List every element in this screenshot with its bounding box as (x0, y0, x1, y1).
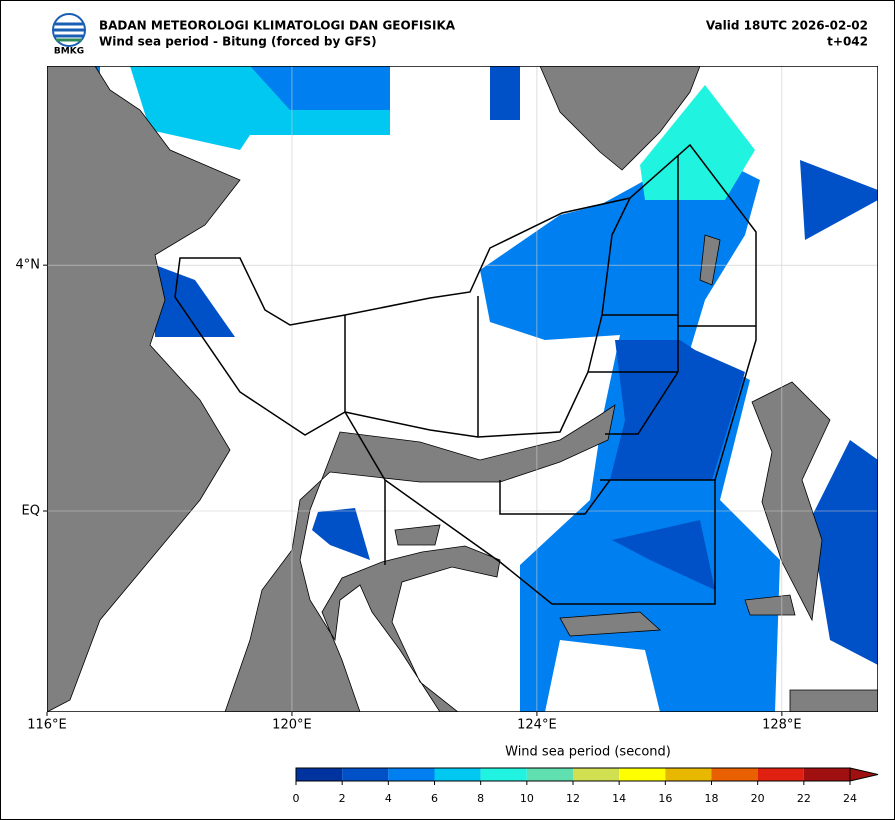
colorbar: 0 2 4 6 8 10 12 14 16 18 20 22 24 (293, 767, 879, 805)
land (47, 66, 878, 712)
map (47, 66, 878, 712)
colorbar-tick-label: 24 (843, 792, 857, 805)
colorbar-segment (342, 768, 389, 781)
x-tick-label: 120°E (272, 718, 312, 733)
colorbar-tick-label: 14 (612, 792, 626, 805)
product: Wind sea period - Bitung (forced by GFS) (99, 35, 377, 49)
sea-field (50, 66, 878, 712)
valid-time: Valid 18UTC 2026-02-02 (706, 19, 868, 33)
colorbar-tick-label: 16 (658, 792, 672, 805)
colorbar-segment (480, 768, 527, 781)
y-tick-label: 4°N (16, 258, 41, 273)
colorbar-tick-label: 12 (566, 792, 580, 805)
x-tick-label: 124°E (517, 718, 557, 733)
colorbar-segment (296, 768, 343, 781)
colorbar-tick-label: 10 (520, 792, 534, 805)
agency: BADAN METEOROLOGI KLIMATOLOGI DAN GEOFIS… (99, 19, 456, 33)
y-tick-label: EQ (22, 504, 40, 519)
colorbar-segment (573, 768, 620, 781)
colorbar-segment (619, 768, 666, 781)
zone-boundaries (174, 143, 757, 605)
colorbar-segment (711, 768, 758, 781)
x-tick-label: 128°E (762, 718, 802, 733)
colorbar-tick-label: 2 (339, 792, 346, 805)
colorbar-tick-label: 0 (293, 792, 300, 805)
colorbar-tick-label: 18 (705, 792, 719, 805)
colorbar-tick-label: 4 (385, 792, 392, 805)
colorbar-tick-label: 8 (477, 792, 484, 805)
grid (47, 66, 878, 712)
colorbar-segment (388, 768, 435, 781)
colorbar-segment (757, 768, 804, 781)
logo-text: BMKG (54, 47, 84, 57)
colorbar-tick-label: 20 (751, 792, 765, 805)
lead-time: t+042 (827, 35, 868, 49)
colorbar-segment (526, 768, 573, 781)
colorbar-tick-label: 22 (797, 792, 811, 805)
colorbar-segment (803, 768, 850, 781)
logo: BMKG (52, 13, 86, 57)
colorbar-segment (434, 768, 481, 781)
colorbar-tick-label: 6 (431, 792, 438, 805)
colorbar-segment (665, 768, 712, 781)
x-tick-label: 116°E (27, 718, 67, 733)
axes: 116°E 120°E 124°E 128°E 4°N EQ (16, 258, 802, 733)
colorbar-title: Wind sea period (second) (505, 745, 671, 760)
